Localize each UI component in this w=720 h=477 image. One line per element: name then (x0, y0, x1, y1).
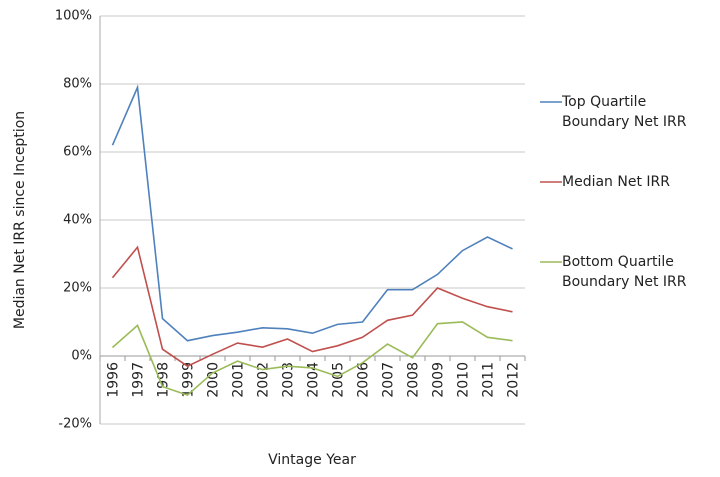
y-tick-label: 100% (55, 9, 92, 24)
y-tick-label: 80% (63, 77, 92, 92)
x-tick-label: 2012 (506, 362, 522, 398)
legend-label: Median Net IRR (562, 174, 670, 190)
x-tick-label: 2002 (256, 362, 272, 398)
x-tick-label: 2006 (356, 362, 372, 398)
y-tick-label: 0% (71, 349, 92, 364)
x-tick-label: 1998 (156, 362, 172, 398)
y-tick-label: 60% (63, 145, 92, 160)
series-line (111, 84, 513, 342)
x-tick-label: 1997 (131, 362, 147, 398)
x-tick-label: 1996 (106, 362, 122, 398)
y-tick-label: -20% (58, 417, 92, 432)
x-tick-label: 2000 (206, 362, 222, 398)
x-tick-label: 2005 (331, 362, 347, 398)
x-axis-label: Vintage Year (268, 452, 356, 468)
x-tick-label: 2010 (456, 362, 472, 398)
x-tick-label: 1999 (181, 362, 197, 398)
x-tick-label: 2007 (381, 362, 397, 398)
legend-label: Top Quartile Boundary Net IRR (562, 94, 687, 130)
x-tick-label: 2009 (431, 362, 447, 398)
y-tick-label: 40% (63, 213, 92, 228)
legend-label: Bottom Quartile Boundary Net IRR (562, 254, 687, 290)
x-tick-label: 2003 (281, 362, 297, 398)
x-tick-label: 2004 (306, 362, 322, 398)
y-axis-label: Median Net IRR since Inception (12, 111, 28, 329)
x-tick-label: 2011 (481, 362, 497, 398)
x-tick-label: 2008 (406, 362, 422, 398)
series-line (111, 321, 513, 397)
x-tick-label: 2001 (231, 362, 247, 398)
series-line (111, 245, 513, 368)
y-tick-label: 20% (63, 281, 92, 296)
